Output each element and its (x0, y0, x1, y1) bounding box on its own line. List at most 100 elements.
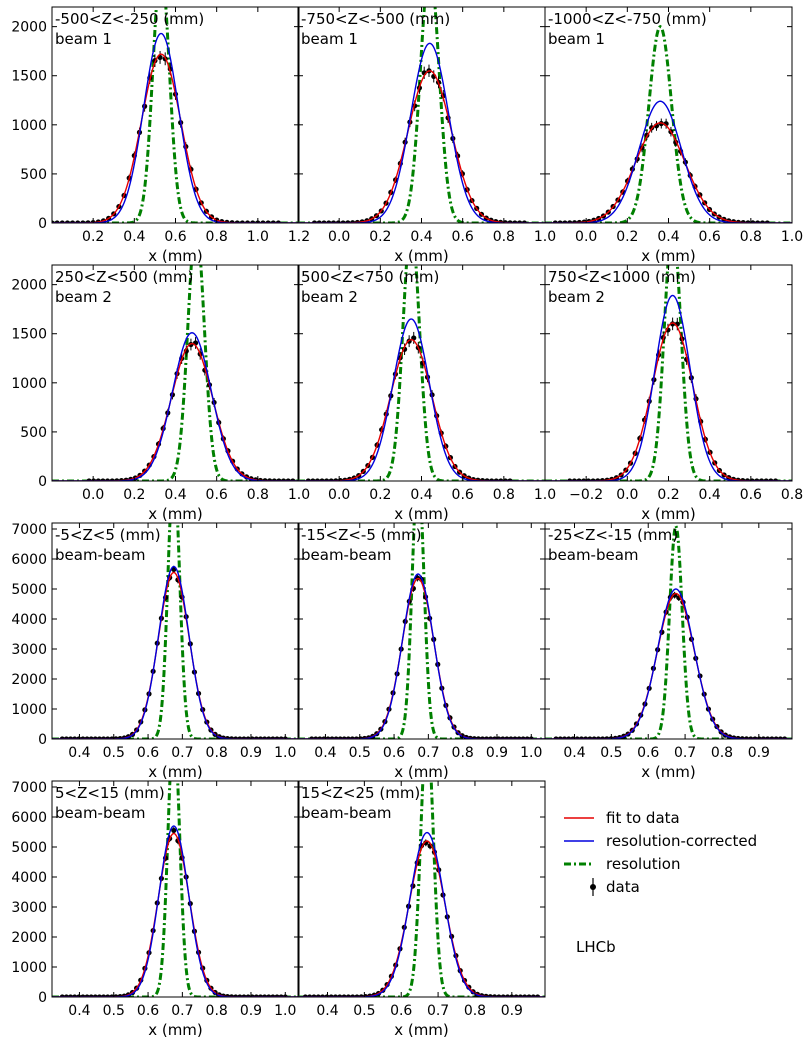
x-tick-label: 0.8 (247, 487, 269, 503)
panels-group: 0.2 0.4 0.6 0.8 1.0 1.2 0 500 1000 1500 2000 -500<Z… (11, 6, 803, 1039)
corrected-curve (52, 32, 299, 223)
corrected-curve (545, 100, 792, 223)
x-tick-label: 0.5 (353, 1003, 375, 1019)
x-tick-label: 0.8 (493, 487, 515, 503)
x-axis-label: x (mm) (394, 247, 449, 265)
panel-title: -500<Z<-250 (mm) (55, 10, 204, 28)
panel-subtitle: beam-beam (55, 804, 146, 822)
x-tick-label: 1.0 (274, 745, 296, 761)
y-tick-label: 500 (20, 425, 47, 441)
y-tick-label: 6000 (11, 810, 47, 826)
panel-title: -1000<Z<-750 (mm) (548, 10, 707, 28)
resolution-curve (545, 24, 792, 223)
y-tick-label: 2000 (11, 672, 47, 688)
x-tick-label: 1.0 (781, 229, 803, 245)
y-tick-label: 1000 (11, 702, 47, 718)
panel-subtitle: beam-beam (548, 546, 639, 564)
x-tick-label: 1.0 (534, 229, 556, 245)
fit-curve (52, 53, 299, 223)
panel-subtitle: beam 1 (55, 30, 112, 48)
x-tick-label: 0.0 (82, 487, 104, 503)
x-tick-label: 0.9 (240, 745, 262, 761)
x-tick-label: 0.6 (137, 745, 159, 761)
corrected-curve (52, 565, 299, 739)
x-tick-label: 0.6 (452, 229, 474, 245)
x-tick-label: 0.6 (637, 745, 659, 761)
panel-subtitle: beam-beam (55, 546, 146, 564)
corrected-curve (298, 573, 545, 739)
panel-3: 0.0 0.2 0.4 0.6 0.8 1.0 -1000<Z<-750 (mm) beam … (544, 6, 803, 265)
y-tick-label: 6000 (11, 552, 47, 568)
corrected-curve (298, 831, 545, 997)
x-tick-label: 0.7 (427, 1003, 449, 1019)
axes-frame (544, 522, 793, 740)
y-tick-label: 2000 (11, 278, 47, 294)
panel-title: -5<Z<5 (mm) (55, 526, 161, 544)
x-tick-label: 0.9 (748, 745, 770, 761)
axes-frame (297, 780, 546, 998)
fit-curve (545, 322, 792, 481)
y-tick-label: 4000 (11, 870, 47, 886)
axes-frame (51, 780, 300, 998)
x-axis-label: x (mm) (148, 505, 203, 523)
plot-area (52, 523, 299, 739)
fit-curve (298, 840, 545, 997)
y-tick-label: 2000 (11, 20, 47, 36)
x-tick-label: 1.0 (288, 487, 310, 503)
legend-label-resolution: resolution (606, 855, 680, 873)
x-tick-label: 0.2 (82, 229, 104, 245)
y-tick-label: 0 (38, 474, 47, 490)
x-tick-label: 0.6 (383, 745, 405, 761)
panel-subtitle: beam-beam (301, 546, 392, 564)
x-tick-label: 0.4 (563, 745, 585, 761)
x-tick-label: 0.4 (410, 487, 432, 503)
panel-2: 0.0 0.2 0.4 0.6 0.8 1.0 -750<Z<-500 (mm) beam 1… (297, 6, 556, 265)
x-tick-label: 1.0 (247, 229, 269, 245)
y-tick-label: 0 (38, 990, 47, 1006)
y-tick-label: 0 (38, 732, 47, 748)
panel-subtitle: beam 1 (301, 30, 358, 48)
y-tick-label: 0 (38, 216, 47, 232)
x-tick-label: 0.7 (674, 745, 696, 761)
x-tick-label: 0.6 (137, 1003, 159, 1019)
x-tick-label: 0.8 (452, 745, 474, 761)
experiment-label: LHCb (576, 938, 616, 956)
panel-1: 0.2 0.4 0.6 0.8 1.0 1.2 0 500 1000 1500 2000 -500<Z… (11, 6, 310, 265)
fit-curve (298, 338, 545, 481)
x-tick-label: 0.6 (164, 229, 186, 245)
x-tick-label: 0.4 (123, 229, 145, 245)
legend-label-corrected: resolution-corrected (606, 832, 757, 850)
x-tick-label: 0.2 (123, 487, 145, 503)
x-axis-label: x (mm) (394, 1021, 449, 1039)
y-tick-label: 1000 (11, 118, 47, 134)
x-tick-label: 1.0 (274, 1003, 296, 1019)
panel-10: 0.4 0.5 0.6 0.7 0.8 0.9 1.0 0 1000 2000 3000 4000 50… (11, 780, 300, 1039)
x-tick-label: 1.2 (288, 229, 310, 245)
x-tick-label: 0.8 (464, 1003, 486, 1019)
x-tick-label: 0.2 (616, 229, 638, 245)
plot-area (298, 7, 545, 223)
legend: fit to data resolution-corrected resolut… (564, 809, 757, 956)
legend-swatch-data-marker (590, 884, 596, 890)
y-tick-label: 7000 (11, 780, 47, 796)
x-axis-label: x (mm) (394, 763, 449, 781)
panel-5: 0.0 0.2 0.4 0.6 0.8 1.0 500<Z<750 (mm) beam 2 x … (297, 264, 556, 523)
x-tick-label: 0.0 (575, 229, 597, 245)
x-axis-label: x (mm) (641, 247, 696, 265)
x-axis-label: x (mm) (148, 763, 203, 781)
y-tick-label: 2000 (11, 930, 47, 946)
x-tick-label: 0.6 (699, 229, 721, 245)
panel-title: 250<Z<500 (mm) (55, 268, 193, 286)
x-tick-label: 0.4 (410, 229, 432, 245)
x-axis-label: x (mm) (148, 1021, 203, 1039)
fit-curve (298, 577, 545, 739)
panel-8: 0.4 0.5 0.6 0.7 0.8 0.9 1.0 -15<Z<-5 (mm) beam-b… (297, 522, 546, 781)
axes-frame (51, 522, 300, 740)
panel-title: 15<Z<25 (mm) (301, 784, 420, 802)
panel-title: 5<Z<15 (mm) (55, 784, 165, 802)
x-tick-label: 0.8 (781, 487, 803, 503)
panel-4: 0.0 0.2 0.4 0.6 0.8 1.0 0 500 1000 1500 2000 250<Z<… (11, 264, 310, 523)
x-tick-label: 0.2 (369, 229, 391, 245)
x-tick-label: 0.8 (493, 229, 515, 245)
fit-curve (298, 70, 545, 223)
